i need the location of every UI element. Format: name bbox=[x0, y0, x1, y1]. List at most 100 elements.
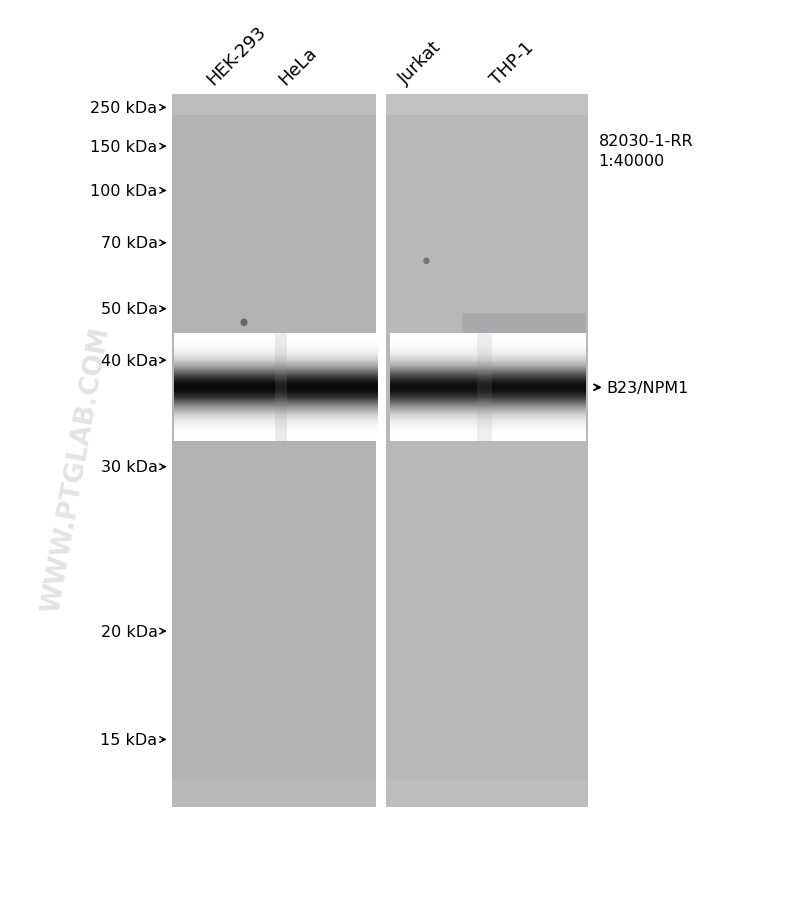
Bar bbox=[172, 180, 376, 182]
Bar bbox=[478, 409, 492, 410]
Bar bbox=[386, 362, 588, 364]
Bar bbox=[172, 166, 376, 168]
Bar bbox=[172, 756, 376, 758]
Bar bbox=[386, 184, 588, 186]
Bar bbox=[172, 761, 376, 763]
Text: 250 kDa: 250 kDa bbox=[90, 101, 158, 115]
Bar bbox=[172, 574, 376, 575]
Bar bbox=[172, 303, 376, 305]
Bar bbox=[386, 217, 588, 219]
Bar bbox=[386, 378, 588, 380]
Bar bbox=[274, 376, 286, 377]
Bar bbox=[172, 451, 376, 453]
Bar bbox=[386, 367, 588, 369]
Bar bbox=[274, 355, 286, 356]
Bar bbox=[172, 565, 376, 566]
Bar bbox=[478, 376, 492, 377]
Bar bbox=[172, 734, 376, 736]
Bar bbox=[172, 314, 376, 316]
Bar bbox=[172, 683, 376, 685]
Bar bbox=[172, 133, 376, 135]
Bar bbox=[478, 336, 492, 337]
Bar bbox=[386, 638, 588, 640]
Bar bbox=[386, 789, 588, 791]
Bar bbox=[172, 344, 376, 345]
Bar bbox=[386, 349, 588, 351]
Bar bbox=[172, 219, 376, 221]
Bar bbox=[274, 341, 286, 343]
Bar bbox=[172, 597, 376, 599]
Bar bbox=[172, 493, 376, 495]
Bar bbox=[172, 455, 376, 456]
Bar bbox=[172, 424, 376, 426]
Bar bbox=[172, 170, 376, 171]
Bar bbox=[274, 334, 286, 335]
Bar bbox=[386, 246, 588, 248]
Bar bbox=[172, 106, 376, 107]
Bar bbox=[386, 228, 588, 230]
Bar bbox=[172, 433, 376, 435]
Bar bbox=[386, 663, 588, 665]
Bar bbox=[386, 805, 588, 807]
Bar bbox=[386, 221, 588, 223]
Bar bbox=[172, 230, 376, 232]
Bar bbox=[386, 656, 588, 658]
Bar bbox=[172, 360, 376, 362]
Bar bbox=[386, 601, 588, 603]
Bar bbox=[386, 266, 588, 268]
Bar bbox=[386, 307, 588, 308]
Bar bbox=[386, 166, 588, 168]
Bar bbox=[386, 170, 588, 171]
Bar bbox=[172, 460, 376, 462]
Bar bbox=[172, 262, 376, 264]
Bar bbox=[172, 707, 376, 709]
Bar bbox=[172, 268, 376, 270]
Bar bbox=[386, 786, 588, 787]
Bar bbox=[274, 386, 286, 387]
Bar bbox=[172, 588, 376, 590]
Bar bbox=[386, 723, 588, 725]
Bar bbox=[172, 754, 376, 756]
Bar bbox=[386, 253, 588, 255]
Bar bbox=[172, 497, 376, 499]
Bar bbox=[386, 327, 588, 328]
Bar bbox=[386, 417, 588, 419]
Bar bbox=[386, 677, 588, 679]
Bar bbox=[386, 283, 588, 285]
Bar bbox=[172, 640, 376, 641]
Bar bbox=[172, 553, 376, 555]
Bar bbox=[172, 343, 376, 344]
Bar bbox=[172, 278, 376, 280]
Bar bbox=[386, 795, 588, 796]
Bar bbox=[172, 465, 376, 467]
Bar bbox=[172, 462, 376, 464]
Bar bbox=[386, 622, 588, 624]
Bar bbox=[274, 438, 286, 440]
Bar bbox=[172, 731, 376, 732]
Bar bbox=[386, 237, 588, 239]
Bar bbox=[386, 308, 588, 310]
Bar bbox=[172, 704, 376, 705]
Bar bbox=[386, 590, 588, 592]
Bar bbox=[274, 366, 286, 367]
Bar bbox=[172, 729, 376, 731]
Bar bbox=[274, 350, 286, 351]
Bar bbox=[172, 777, 376, 778]
Bar bbox=[478, 394, 492, 395]
Bar bbox=[172, 310, 376, 312]
Bar bbox=[386, 376, 588, 378]
Bar bbox=[386, 272, 588, 273]
Bar bbox=[172, 292, 376, 294]
Bar bbox=[386, 522, 588, 524]
Bar bbox=[172, 743, 376, 745]
Bar bbox=[172, 438, 376, 440]
Bar bbox=[478, 437, 492, 438]
Bar bbox=[172, 464, 376, 465]
Bar bbox=[386, 713, 588, 714]
Bar bbox=[274, 437, 286, 438]
Bar bbox=[478, 379, 492, 381]
Bar bbox=[386, 769, 588, 770]
Bar bbox=[172, 367, 376, 369]
Bar bbox=[172, 544, 376, 546]
Bar bbox=[172, 705, 376, 707]
